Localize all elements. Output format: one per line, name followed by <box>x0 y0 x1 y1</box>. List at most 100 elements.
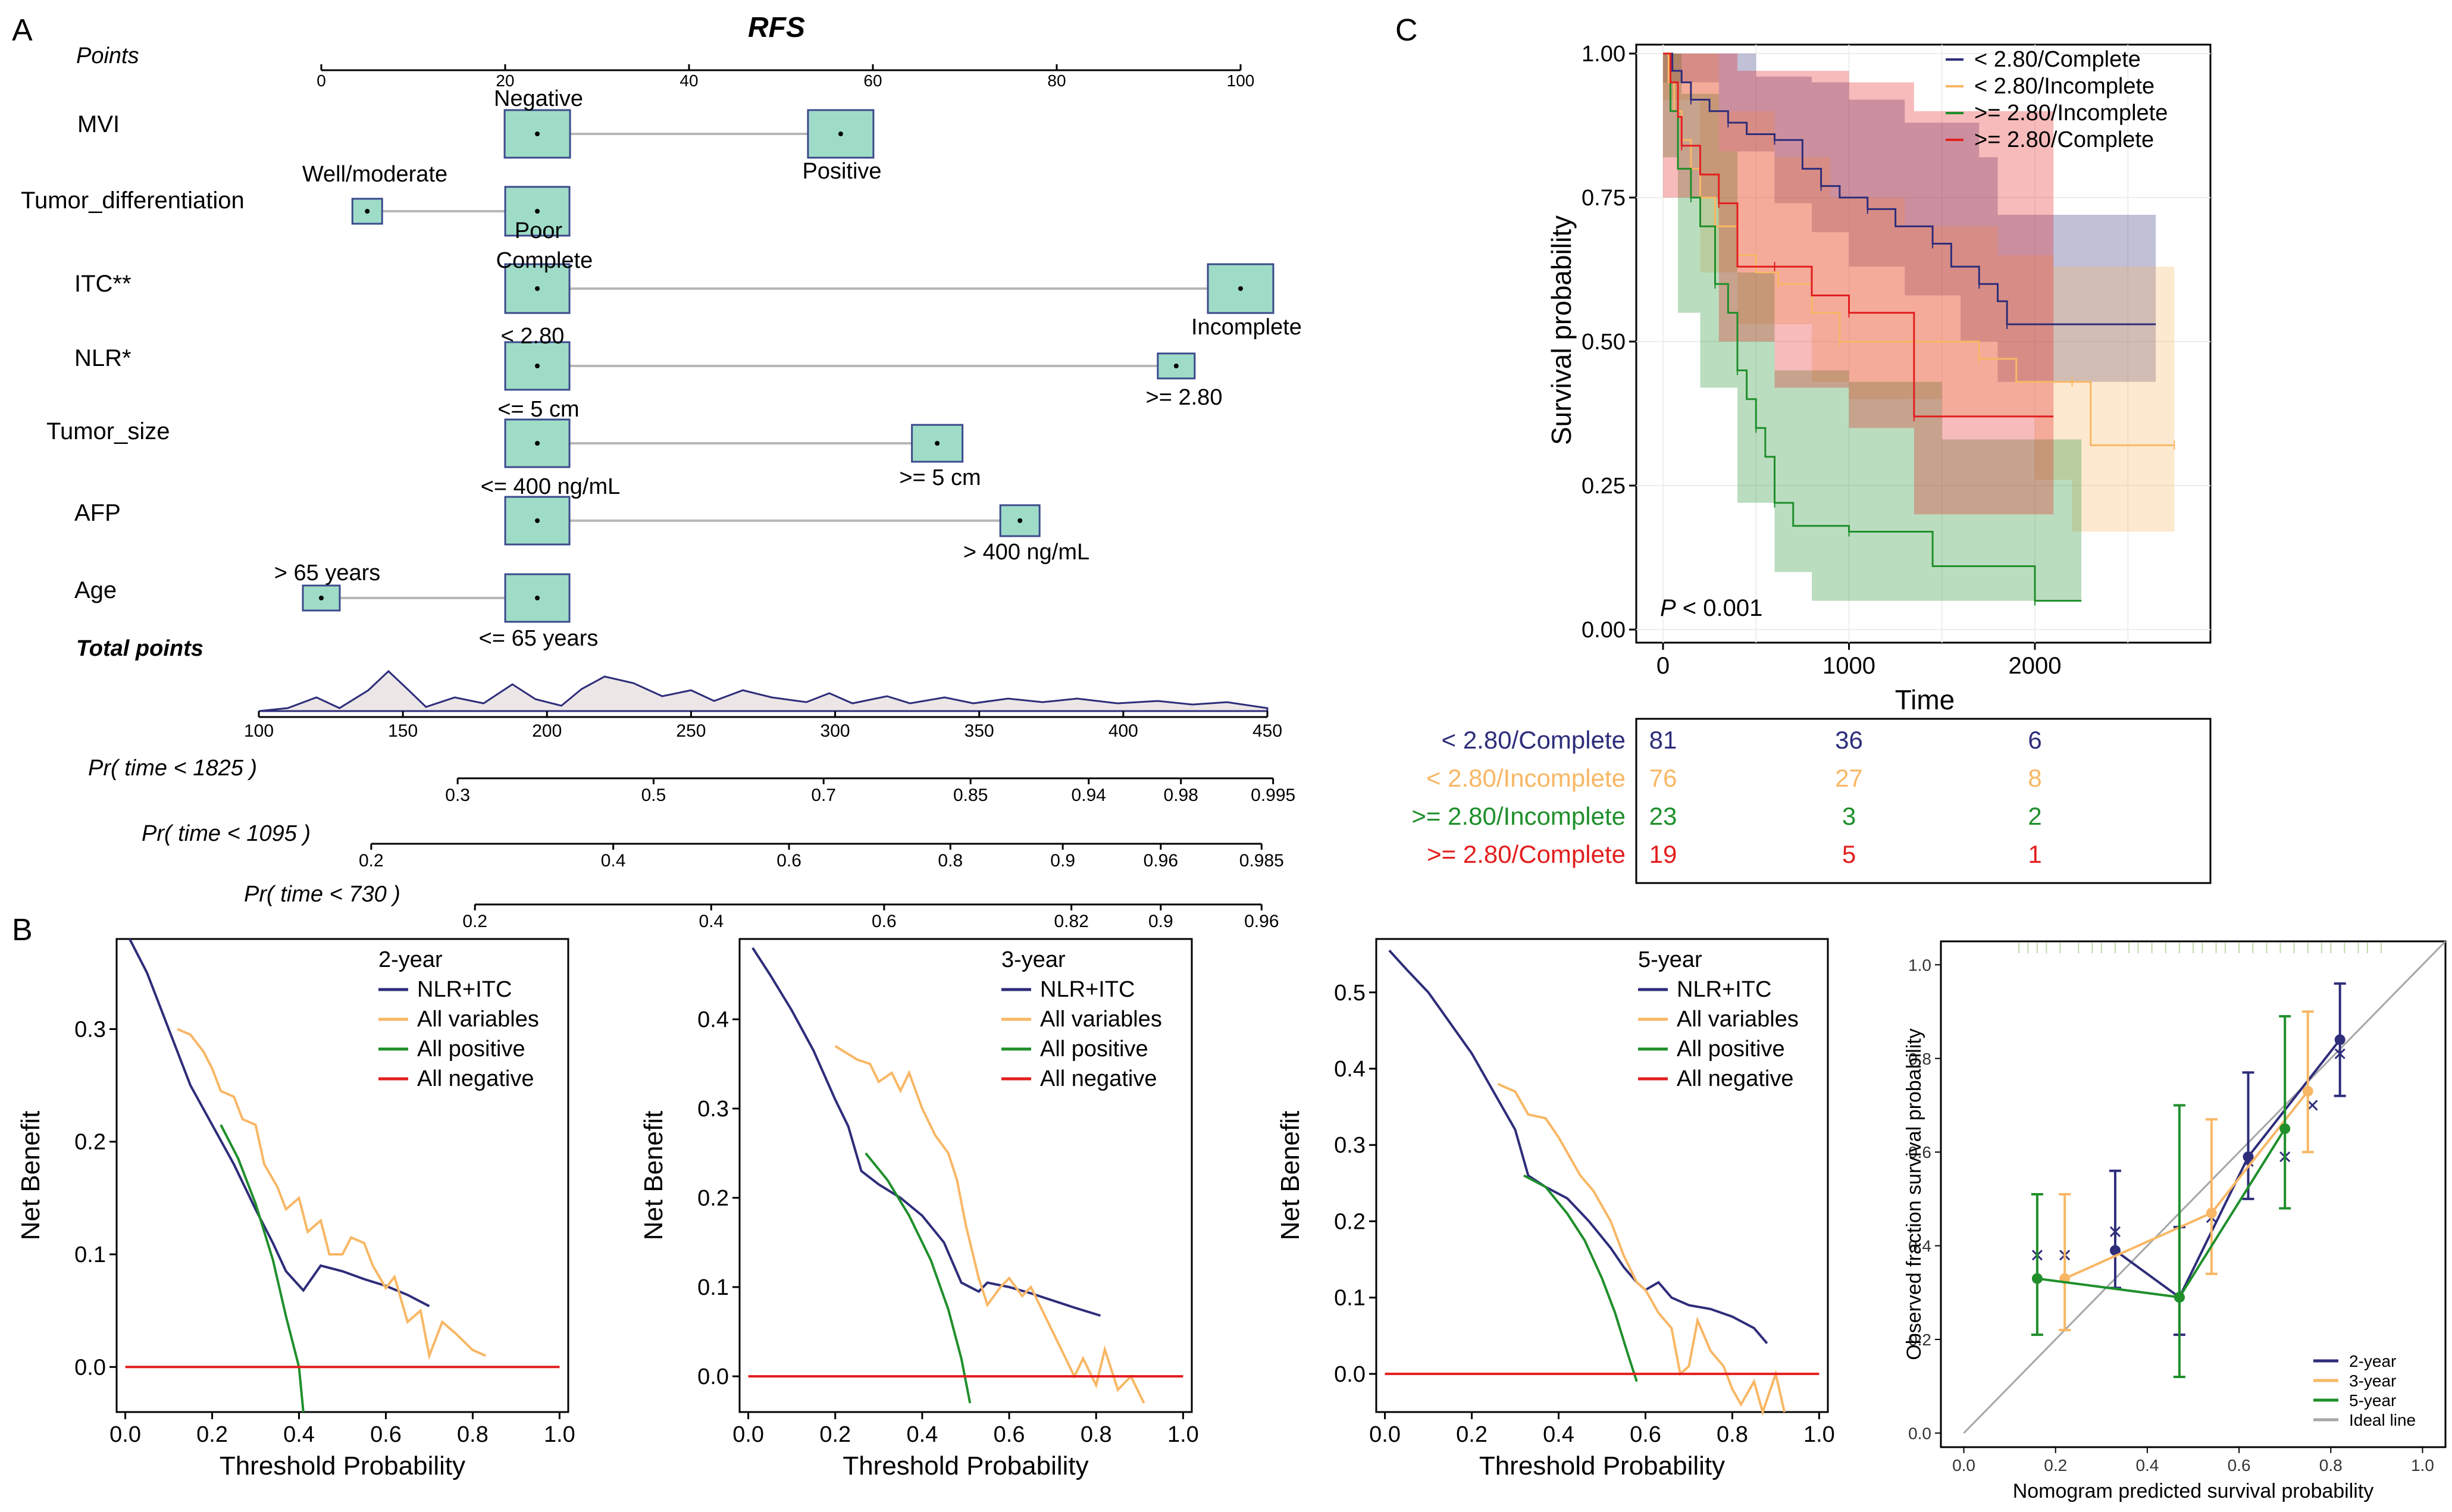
probability-scale-tick-label: 0.2 <box>462 912 487 931</box>
nomogram-panel: RFS Points 0 20 40 60 80 100 MVI Tumor_differenti… <box>21 12 1302 931</box>
calibration-legend-label: 5-year <box>2349 1391 2396 1410</box>
panel-label-a: A <box>12 13 33 48</box>
dca-legend-label: NLR+ITC <box>417 977 512 1002</box>
dca-x-tick-label: 1.0 <box>544 1422 575 1447</box>
calibration-x-tick-label: 0.2 <box>2044 1456 2067 1475</box>
dca-x-tick-label: 0.8 <box>1717 1422 1748 1447</box>
probability-scale-label: Pr( time < 1095 ) <box>142 821 311 846</box>
dca-y-tick-label: 0.3 <box>697 1097 729 1122</box>
dca-legend-label: NLR+ITC <box>1677 977 1771 1002</box>
dca-x-tick-label: 0.8 <box>457 1422 488 1447</box>
level-dot <box>535 209 540 214</box>
risk-table-count: 27 <box>1835 764 1863 792</box>
probability-scale-tick-label: 0.85 <box>953 785 988 805</box>
dca-x-tick-label: 0.0 <box>1369 1422 1401 1447</box>
dca-plot-frame <box>1375 938 1829 1413</box>
km-y-tick-label: 0.50 <box>1582 330 1626 355</box>
level-label: Incomplete <box>1191 315 1302 340</box>
dca-x-tick-label: 0.4 <box>907 1422 938 1447</box>
km-y-tick-label: 0.00 <box>1582 618 1626 643</box>
level-box <box>504 263 571 314</box>
calibration-x-tick-label: 1.0 <box>2411 1456 2434 1475</box>
dca-y-axis-title: Net Benefit <box>1276 1111 1305 1241</box>
risk-table-frame <box>1635 718 2212 884</box>
risk-table-count: 6 <box>2028 726 2041 754</box>
probability-scale-tick-label: 0.6 <box>776 851 801 871</box>
calibration-x-tick-label: 0.8 <box>2319 1456 2343 1475</box>
dca-legend-label: All variables <box>1677 1007 1799 1032</box>
dca-legend-label: NLR+ITC <box>1040 977 1135 1002</box>
level-dot <box>535 132 540 136</box>
dca-y-tick-label: 0.0 <box>697 1364 729 1389</box>
probability-scale-tick-label: 0.985 <box>1239 851 1284 871</box>
dca-x-tick-label: 0.6 <box>370 1422 402 1447</box>
dca-legend-label: All positive <box>1677 1037 1785 1062</box>
total-points-label: Total points <box>76 636 203 661</box>
calibration-ideal-line <box>1963 940 2447 1434</box>
dca-x-tick-label: 0.4 <box>283 1422 315 1447</box>
level-box <box>351 198 383 225</box>
total-points-density <box>258 669 1269 712</box>
dca-legend-label: All variables <box>1040 1007 1162 1032</box>
risk-table-count: 23 <box>1649 802 1677 830</box>
risk-table-count: 2 <box>2028 802 2041 830</box>
calibration-point <box>2109 1245 2121 1256</box>
calibration-y-tick-label: 0.8 <box>1908 1050 1931 1068</box>
level-label: <= 5 cm <box>497 397 579 422</box>
dca-legend-label: All negative <box>1677 1066 1793 1091</box>
km-y-tick-label: 0.25 <box>1582 474 1626 499</box>
level-dot <box>535 518 540 523</box>
km-y-axis-title: Survival probability <box>1546 215 1577 445</box>
probability-scale-tick-label: 0.3 <box>445 785 470 805</box>
dca-y-tick-label: 0.1 <box>1334 1286 1366 1311</box>
level-dot <box>535 441 540 446</box>
dca-legend-label: All negative <box>417 1066 534 1091</box>
risk-table-row-label: >= 2.80/Incomplete <box>1411 802 1626 830</box>
dca-curve <box>177 1028 487 1360</box>
dca-x-tick-label: 0.6 <box>1630 1422 1661 1447</box>
dca-y-tick-label: 0.4 <box>697 1007 729 1032</box>
dca-y-tick-label: 0.2 <box>697 1186 729 1211</box>
variable-name: Tumor_size <box>46 418 170 444</box>
dca-curve <box>1497 1082 1786 1416</box>
probability-scale-tick-label: 0.4 <box>699 912 724 931</box>
probability-scale-tick-label: 0.94 <box>1072 785 1106 805</box>
dca-x-axis-title: Threshold Probability <box>220 1451 465 1480</box>
risk-table-count: 1 <box>2028 840 2041 868</box>
total-points-tick-label: 450 <box>1252 721 1282 741</box>
calibration-point <box>2206 1207 2217 1219</box>
dca-x-tick-label: 0.0 <box>109 1422 141 1447</box>
level-label: Negative <box>494 86 583 111</box>
km-legend-label: < 2.80/Incomplete <box>1974 74 2154 99</box>
level-dot <box>935 441 940 446</box>
calibration-point <box>2334 1034 2345 1045</box>
variable-name: Tumor_differentiation <box>21 187 245 214</box>
calibration-panel: 0.0 0.2 0.4 0.6 0.8 1.0 0.0 0.2 0.4 0.6 0.8 1.0 Nomo… <box>1903 940 2447 1502</box>
level-dot <box>1238 286 1243 291</box>
probability-scale-tick-label: 0.9 <box>1050 851 1075 871</box>
calibration-cross-mark <box>2243 1156 2254 1167</box>
level-dot <box>535 364 540 368</box>
dca-y-tick-label: 0.4 <box>1334 1057 1366 1082</box>
probability-scale-tick-label: 0.82 <box>1054 912 1088 931</box>
calibration-x-tick-label: 0.6 <box>2228 1456 2251 1475</box>
level-dot <box>1017 518 1023 523</box>
dca-x-tick-label: 0.0 <box>732 1422 764 1447</box>
dca-legend-label: All variables <box>417 1007 539 1032</box>
points-tick-label: 60 <box>863 71 882 90</box>
calibration-legend-label: Ideal line <box>2349 1411 2416 1429</box>
dca-2year-panel: 0.0 0.2 0.4 0.6 0.8 1.0 0.0 0.1 0.2 0.3 Threshold … <box>16 938 575 1480</box>
dca-y-tick-label: 0.2 <box>74 1130 106 1155</box>
calibration-cross-mark <box>2109 1226 2121 1238</box>
probability-scale-tick-label: 0.2 <box>359 851 384 871</box>
points-tick-label: 20 <box>496 71 514 90</box>
risk-table-count: 8 <box>2028 764 2041 792</box>
level-label: Complete <box>496 248 593 273</box>
variable-name: AFP <box>74 500 121 526</box>
dca-plot-frame <box>738 938 1193 1413</box>
level-dot <box>535 286 540 291</box>
dca-legend-title: 5-year <box>1638 947 1702 972</box>
kaplan-meier-panel: 0.00 0.25 0.50 0.75 1.00 0 1000 2000 Time Surviva… <box>1411 42 2212 884</box>
level-label: > 400 ng/mL <box>963 540 1089 565</box>
level-dot <box>535 596 540 600</box>
